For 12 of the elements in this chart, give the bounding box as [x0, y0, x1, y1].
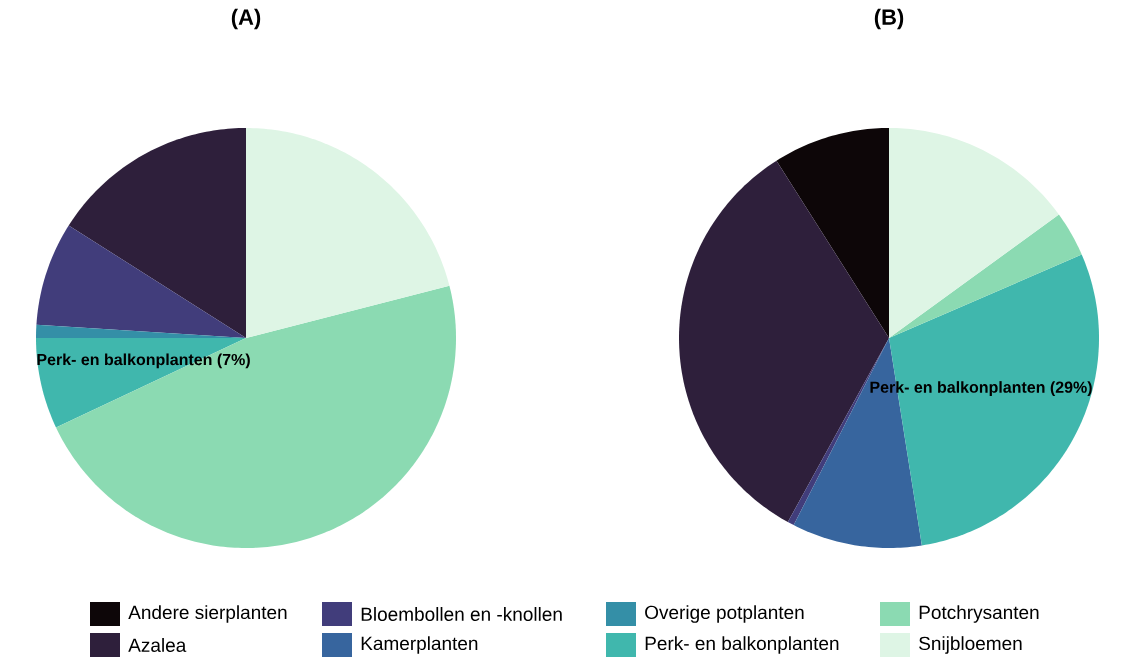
- legend-label: Kamerplanten: [361, 636, 478, 654]
- legend-label: Andere sierplanten: [128, 605, 287, 623]
- data-label: Perk- en balkonplanten (7%): [37, 353, 250, 369]
- legend-label: Snijbloemen: [919, 636, 1022, 654]
- legend-label: Azalea: [128, 638, 187, 652]
- chart-title: (A): [231, 8, 261, 30]
- legend-label: Perk- en balkonplanten: [645, 636, 839, 654]
- legend-label: Bloembollen en -knollen: [361, 607, 562, 621]
- legend-label: Overige potplanten: [645, 605, 804, 623]
- chart-title: (B): [874, 8, 904, 30]
- data-label: Perk- en balkonplanten (29%): [870, 381, 1092, 397]
- legend-label: Potchrysanten: [919, 605, 1039, 623]
